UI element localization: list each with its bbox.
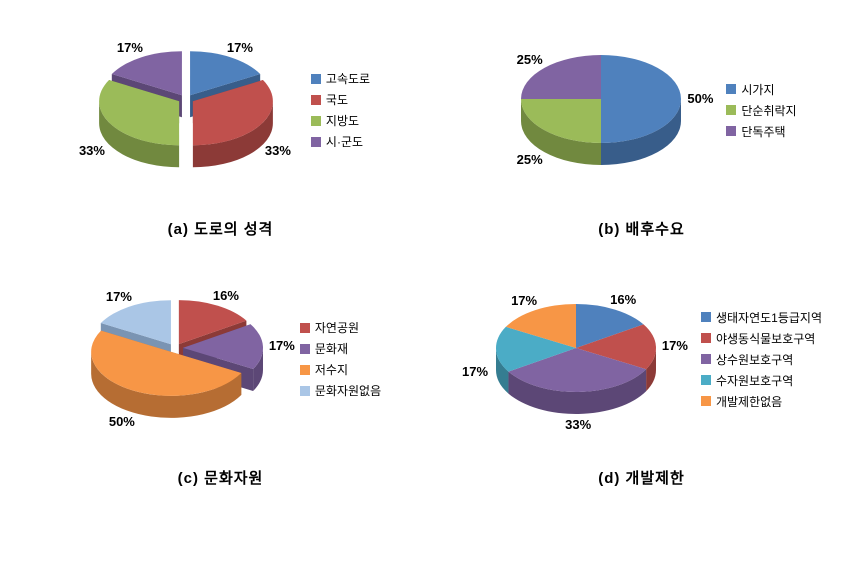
legend-label: 야생동식물보호구역 [716,330,815,347]
chart-b: 50% 25% 25% 시가지단순취락지단독주택 (b) 배후수요 [441,20,842,239]
legend-d: 생태자연도1등급지역야생동식물보호구역상수원보호구역수자원보호구역개발제한없음 [701,309,822,410]
pie-pct-label: 33% [79,143,105,158]
legend-swatch [701,396,711,406]
legend-label: 자연공원 [315,319,359,336]
legend-label: 수자원보호구역 [716,372,793,389]
legend-item: 단순취락지 [726,102,796,119]
pie-pct-label: 17% [117,40,143,55]
pie-pct-label: 25% [517,52,543,67]
chart-d: 16% 17% 33% 17% 17% 생태자연도1등급지역야생동식물보호구역상수원보호… [441,269,842,488]
legend-swatch [300,344,310,354]
pie-pct-label: 16% [213,288,239,303]
legend-item: 개발제한없음 [701,393,822,410]
chart-grid: 17% 33% 33% 17% 고속도로국도지방도시·군도 (a) 도로의 성격 50… [20,20,842,488]
legend-label: 문화재 [315,340,348,357]
legend-item: 문화자원없음 [300,382,381,399]
caption-d: (d) 개발제한 [598,467,685,488]
legend-swatch [726,84,736,94]
legend-item: 수자원보호구역 [701,372,822,389]
pie-pct-label: 17% [227,40,253,55]
legend-label: 문화자원없음 [315,382,381,399]
legend-label: 시가지 [741,81,774,98]
legend-label: 단순취락지 [741,102,796,119]
legend-swatch [311,137,321,147]
pie-pct-label: 16% [610,292,636,307]
legend-item: 문화재 [300,340,381,357]
legend-item: 단독주택 [726,123,796,140]
legend-swatch [311,74,321,84]
legend-swatch [701,354,711,364]
legend-item: 상수원보호구역 [701,351,822,368]
pie-c: 16%17%50%17% [60,269,290,449]
legend-swatch [726,105,736,115]
legend-item: 야생동식물보호구역 [701,330,822,347]
legend-swatch [701,333,711,343]
pie-pct-label: 33% [565,417,591,432]
pie-b: 50% 25% 25% [486,20,716,200]
legend-item: 자연공원 [300,319,381,336]
legend-swatch [311,116,321,126]
legend-item: 고속도로 [311,70,370,87]
legend-label: 상수원보호구역 [716,351,793,368]
legend-c: 자연공원문화재저수지문화자원없음 [300,319,381,399]
legend-item: 시·군도 [311,133,370,150]
legend-label: 단독주택 [741,123,785,140]
legend-label: 국도 [326,91,348,108]
chart-a: 17% 33% 33% 17% 고속도로국도지방도시·군도 (a) 도로의 성격 [20,20,421,239]
pie-pct-label: 17% [511,293,537,308]
pie-pct-label: 33% [265,143,291,158]
caption-c: (c) 문화자원 [178,467,264,488]
legend-item: 국도 [311,91,370,108]
legend-swatch [300,365,310,375]
legend-label: 생태자연도1등급지역 [716,309,822,326]
legend-item: 시가지 [726,81,796,98]
legend-swatch [300,323,310,333]
pie-a: 17% 33% 33% 17% [71,20,301,200]
legend-label: 시·군도 [326,133,363,150]
legend-b: 시가지단순취락지단독주택 [726,81,796,140]
caption-b: (b) 배후수요 [598,218,685,239]
legend-label: 지방도 [326,112,359,129]
legend-swatch [701,375,711,385]
legend-item: 생태자연도1등급지역 [701,309,822,326]
pie-pct-label: 17% [269,338,295,353]
pie-d: 16% 17% 33% 17% 17% [461,269,691,449]
legend-swatch [726,126,736,136]
pie-pct-label: 50% [109,414,135,429]
pie-pct-label: 50% [687,91,713,106]
caption-a: (a) 도로의 성격 [168,218,274,239]
legend-item: 저수지 [300,361,381,378]
chart-c: 16% 17% 50% 17% 자연공원문화재저수지문화자원없음 (c) 문화자원 [20,269,421,488]
legend-item: 지방도 [311,112,370,129]
legend-label: 고속도로 [326,70,370,87]
legend-label: 저수지 [315,361,348,378]
legend-swatch [300,386,310,396]
legend-swatch [311,95,321,105]
legend-a: 고속도로국도지방도시·군도 [311,70,370,150]
pie-pct-label: 17% [662,338,688,353]
legend-swatch [701,312,711,322]
pie-pct-label: 25% [517,152,543,167]
pie-pct-label: 17% [462,364,488,379]
legend-label: 개발제한없음 [716,393,782,410]
pie-pct-label: 17% [106,289,132,304]
